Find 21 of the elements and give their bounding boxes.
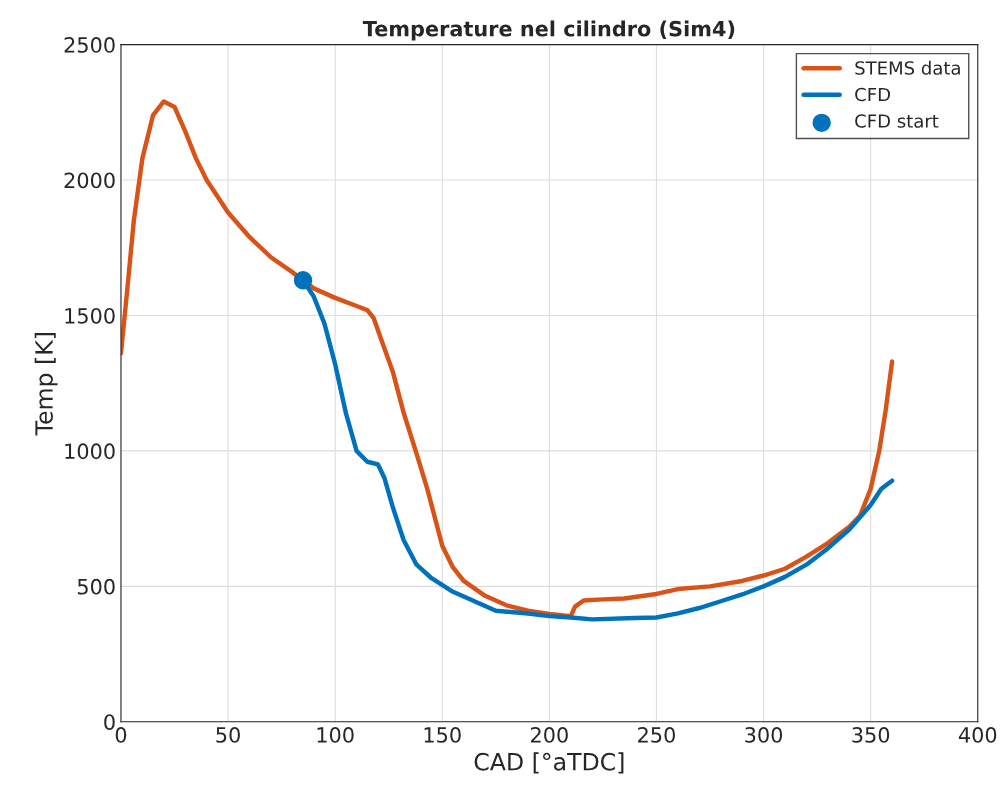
legend-label: STEMS data: [855, 60, 960, 75]
x-tick-label: 400: [958, 727, 997, 743]
y-tick-label: 2000: [64, 172, 115, 189]
x-tick-label: 0: [115, 727, 127, 743]
legend-label: CFD: [855, 87, 890, 102]
x-tick-label: 250: [638, 727, 675, 743]
x-tick-label: 300: [745, 727, 783, 743]
y-tick-label: 1500: [65, 307, 115, 324]
y-tick-label: 500: [77, 578, 115, 595]
x-axis-title: CAD [°aTDC]: [474, 752, 624, 774]
chart-title: Temperature nel cilindro (Sim4): [362, 20, 735, 41]
x-tick-label: 200: [531, 727, 568, 743]
y-tick-label: 0: [104, 714, 115, 730]
x-tick-label: 50: [216, 727, 240, 743]
x-tick-label: 150: [424, 727, 461, 743]
x-tick-label: 350: [852, 727, 890, 743]
y-tick-label: 2500: [64, 37, 115, 53]
y-axis-title: Temp [K]: [34, 333, 58, 436]
x-tick-label: 100: [317, 727, 354, 743]
legend-label: CFD start: [855, 114, 939, 128]
y-tick-label: 1000: [65, 443, 115, 460]
